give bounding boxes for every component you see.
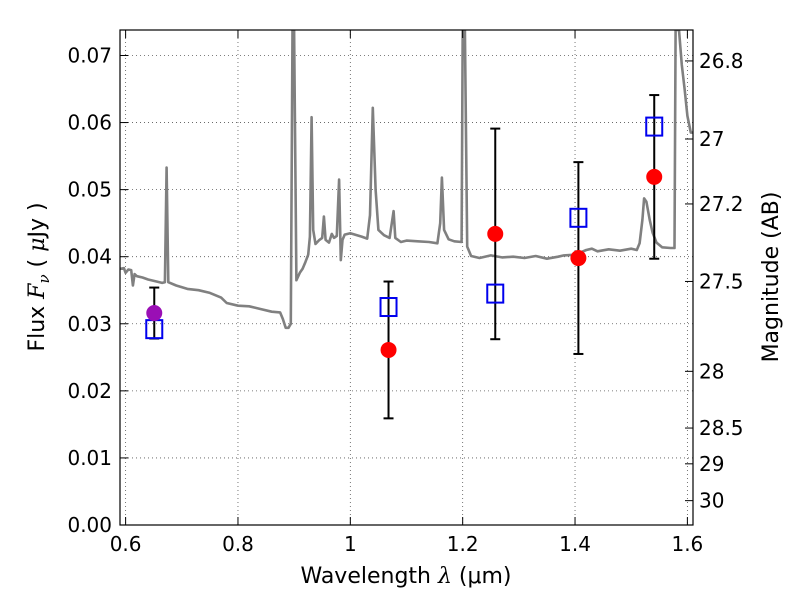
observed-point [380, 341, 397, 358]
y-tick-label: 0.02 [67, 379, 112, 403]
magnitude-axis-ticks: 26.8 27 27.2 27.5 28 28.5 29 30 [685, 49, 744, 513]
y-tick-label: 0.00 [67, 513, 112, 537]
grid-lines [120, 30, 693, 526]
magnitude-tick-label: 29 [699, 452, 724, 476]
observed-flux-points [146, 168, 663, 358]
sed-model-curve [120, 30, 693, 330]
y-tick-label: 0.06 [67, 111, 112, 135]
model-point [569, 207, 588, 228]
x-tick-label: 1 [344, 532, 357, 556]
magnitude-tick-label: 26.8 [699, 49, 744, 73]
x-tick-label: 1.6 [671, 532, 703, 556]
x-tick-label: 1.4 [559, 532, 591, 556]
magnitude-axis-label: Magnitude (AB) [759, 192, 784, 363]
observed-point [570, 250, 587, 267]
x-axis-label: Wavelength λ (μm) [300, 564, 511, 589]
magnitude-tick-label: 27.5 [699, 269, 744, 293]
model-point [379, 297, 398, 318]
y-axis-ticks: 0.00 0.01 0.02 0.03 0.04 0.05 0.06 0.07 [67, 43, 128, 537]
magnitude-tick-label: 30 [699, 489, 724, 513]
y-tick-label: 0.04 [67, 245, 112, 269]
model-photometry-squares [145, 116, 664, 340]
y-tick-label: 0.05 [67, 178, 112, 202]
model-point [645, 116, 664, 137]
observed-point [487, 225, 504, 242]
observed-point [646, 168, 663, 185]
model-point [486, 283, 505, 304]
sed-line [120, 30, 693, 330]
y-tick-label: 0.07 [67, 43, 112, 67]
magnitude-tick-label: 27.2 [699, 192, 744, 216]
magnitude-tick-label: 28.5 [699, 416, 744, 440]
x-tick-label: 0.8 [222, 532, 254, 556]
y-tick-label: 0.01 [67, 446, 112, 470]
x-axis-ticks: 0.6 0.8 1 1.2 1.4 1.6 [110, 30, 703, 556]
y-axis-label: Flux Fν ( μJy ) [25, 202, 53, 351]
magnitude-tick-label: 28 [699, 359, 724, 383]
y-tick-label: 0.03 [67, 312, 112, 336]
x-tick-label: 1.2 [447, 532, 479, 556]
magnitude-tick-label: 27 [699, 127, 724, 151]
x-tick-label: 0.6 [110, 532, 142, 556]
observed-point [146, 305, 163, 322]
plot-frame [119, 29, 694, 526]
